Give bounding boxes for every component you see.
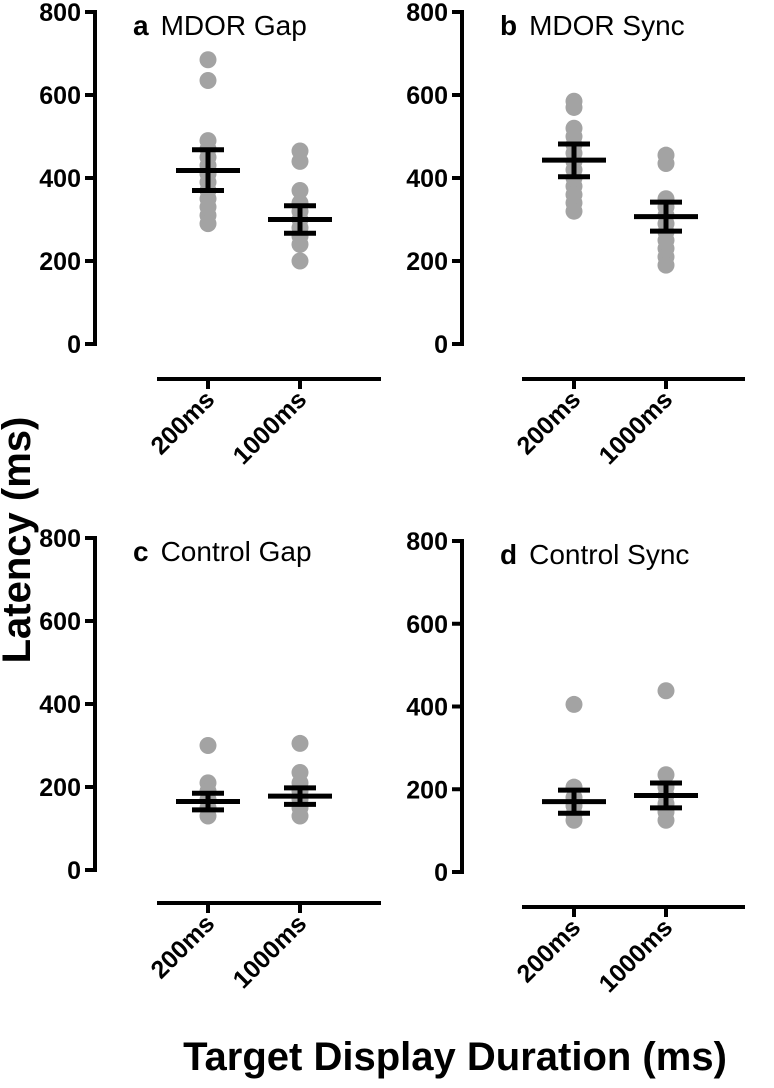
y-tick-label: 600	[406, 82, 448, 110]
data-point	[199, 737, 217, 754]
panel-title: b MDOR Sync	[500, 10, 685, 41]
y-tick-label: 400	[406, 694, 448, 722]
data-point	[291, 181, 309, 199]
y-tick-label: 400	[39, 165, 81, 193]
x-tick-label: 200ms	[511, 913, 586, 988]
y-tick-label: 200	[39, 248, 81, 276]
data-point	[291, 734, 309, 752]
data-point	[291, 252, 309, 270]
y-tick-label: 0	[434, 859, 448, 887]
data-point	[565, 695, 583, 713]
y-tick-label: 800	[406, 0, 448, 27]
x-tick-label: 200ms	[145, 909, 220, 984]
panel-letter: c	[133, 536, 149, 567]
panel-b: 0 200 400 600 800 200ms 1000ms b MDOR Sync	[406, 0, 745, 470]
panel-name: Control Sync	[529, 539, 689, 570]
data-point	[199, 215, 217, 233]
data-point	[657, 154, 675, 172]
y-tick-label: 0	[434, 331, 448, 359]
panel-a: 0 200 400 600 800 200ms 1000ms a MDOR Gap	[39, 0, 381, 470]
panel-title: c Control Gap	[133, 536, 312, 567]
data-point	[199, 51, 217, 69]
x-tick-label: 1000ms	[594, 913, 679, 998]
x-tick-label: 200ms	[145, 385, 220, 460]
panel-title: d Control Sync	[500, 539, 689, 570]
y-tick-label: 800	[406, 528, 448, 556]
y-tick-label: 600	[39, 608, 81, 636]
y-tick-label: 800	[39, 525, 81, 553]
x-tick-label: 1000ms	[228, 909, 313, 994]
data-point	[565, 811, 583, 829]
x-axis-label: Target Display Duration (ms)	[183, 1035, 727, 1079]
panel-name: Control Gap	[161, 536, 312, 567]
data-point	[565, 98, 583, 116]
y-axis-label: Latency (ms)	[0, 417, 39, 664]
y-tick-label: 600	[406, 611, 448, 639]
y-tick-label: 0	[67, 331, 81, 359]
data-point	[199, 71, 217, 89]
x-tick-label: 1000ms	[594, 385, 679, 470]
data-point	[291, 807, 309, 825]
data-point	[657, 811, 675, 829]
panel-c: 0 200 400 600 800 200ms 1000ms c Control Gap	[39, 525, 381, 994]
x-tick-label: 1000ms	[228, 385, 313, 470]
panel-letter: d	[500, 539, 517, 570]
data-point	[657, 766, 675, 784]
panel-name: MDOR Gap	[161, 10, 307, 41]
data-point	[291, 235, 309, 253]
y-tick-label: 200	[39, 774, 81, 802]
panel-letter: b	[500, 10, 517, 41]
y-tick-label: 200	[406, 248, 448, 276]
panel-d: 0 200 400 600 800 200ms 1000ms d Control Sync	[406, 528, 745, 998]
y-tick-label: 400	[39, 691, 81, 719]
data-point	[565, 202, 583, 220]
y-tick-label: 200	[406, 776, 448, 804]
y-tick-label: 0	[67, 857, 81, 885]
panel-name: MDOR Sync	[529, 10, 685, 41]
y-tick-label: 800	[39, 0, 81, 27]
panel-letter: a	[133, 10, 149, 41]
data-point	[291, 152, 309, 170]
x-tick-label: 200ms	[511, 385, 586, 460]
y-tick-label: 600	[39, 82, 81, 110]
data-point	[657, 256, 675, 274]
panel-title: a MDOR Gap	[133, 10, 307, 41]
y-tick-label: 400	[406, 165, 448, 193]
data-point	[657, 682, 675, 700]
